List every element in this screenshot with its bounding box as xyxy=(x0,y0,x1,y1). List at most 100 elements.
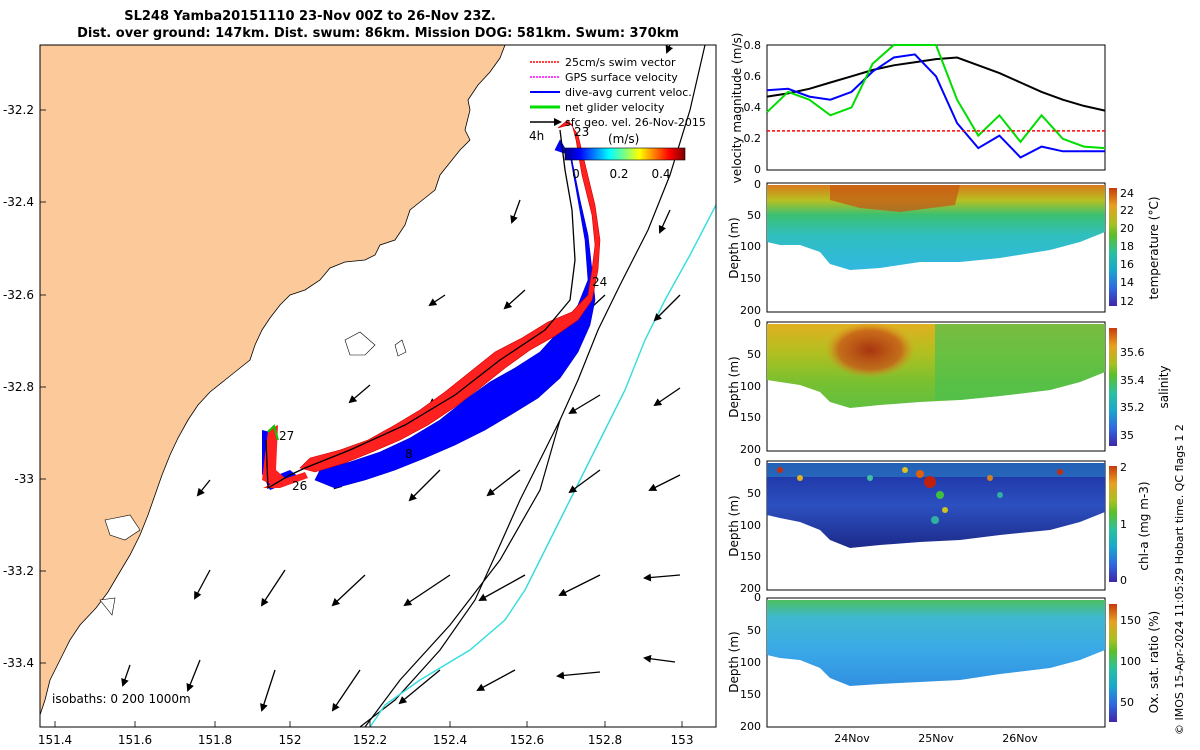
temp-cbar-tick: 16 xyxy=(1120,258,1134,271)
speed-cbar-tick-1: 0.2 xyxy=(609,167,628,181)
map-ytick: -32.4 xyxy=(3,195,34,209)
chl-ytick: 150 xyxy=(740,550,761,563)
temperature-section: 0 50 100 150 200 Depth (m) 24 22 20 18 1… xyxy=(727,178,1161,317)
temp-ytick: 0 xyxy=(754,178,761,191)
title-line2: Dist. over ground: 147km. Dist. swum: 86… xyxy=(77,26,679,41)
track-label-26: 26 xyxy=(292,479,307,493)
legend-geo: sfc geo. vel. 26-Nov-2015 xyxy=(565,116,706,129)
map-xtick: 151.6 xyxy=(118,733,152,747)
map-y-axis xyxy=(40,109,46,664)
time-tick: 26Nov xyxy=(1002,732,1038,745)
legend-dive: dive-avg current veloc. xyxy=(565,86,692,99)
velocity-series-line-1 xyxy=(766,53,1105,159)
chl-ytick: 200 xyxy=(740,582,761,595)
sal-fresh-water xyxy=(935,324,1105,400)
sal-ytick: 50 xyxy=(747,348,761,361)
map-xtick: 151.8 xyxy=(198,733,232,747)
land-coast xyxy=(40,45,506,716)
legend-net: net glider velocity xyxy=(565,101,665,114)
map-xtick: 152.4 xyxy=(433,733,467,747)
chl-ylabel: Depth (m) xyxy=(727,495,741,556)
map-panel: 4h 23 24 27 26 8 isobaths: 0 200 1000m 2… xyxy=(3,44,717,747)
velocity-panel: 0.8 0.6 0.4 0.2 0 velocity magnitude (m/… xyxy=(730,33,1106,184)
map-xtick: 151.4 xyxy=(38,733,72,747)
map-legend: 25cm/s swim vector GPS surface velocity … xyxy=(530,56,706,129)
map-xtick: 152.6 xyxy=(510,733,544,747)
ox-section-fill xyxy=(767,600,1105,686)
ox-ytick: 150 xyxy=(740,688,761,701)
temp-cbar-tick: 12 xyxy=(1120,295,1134,308)
vel-ytick: 0.2 xyxy=(744,132,762,145)
velocity-frame xyxy=(766,44,1106,171)
speed-cbar-tick-0: 0 xyxy=(572,167,580,181)
temp-cbar-tick: 20 xyxy=(1120,222,1134,235)
chl-cbar-tick: 0 xyxy=(1120,574,1127,587)
vel-ytick: 0.4 xyxy=(744,101,762,114)
oxygen-section: 0 50 100 150 200 Depth (m) 50 100 150 Ox… xyxy=(727,591,1161,733)
chl-cbar-label: chl-a (mg m-3) xyxy=(1137,481,1151,570)
velocity-series-line-2 xyxy=(766,44,1106,150)
speed-colorbar xyxy=(564,147,686,161)
ox-cbar-tick: 50 xyxy=(1120,696,1134,709)
velocity-series-line-0 xyxy=(766,56,1106,112)
river-inlets xyxy=(99,514,141,616)
sal-cbar-tick: 35.4 xyxy=(1120,374,1145,387)
ox-colorbar xyxy=(1109,604,1117,722)
temp-ytick: 150 xyxy=(740,272,761,285)
net-glider-velocity-mark xyxy=(267,424,279,441)
map-ytick: -32.2 xyxy=(3,103,34,117)
temp-ylabel: Depth (m) xyxy=(727,217,741,278)
ox-ytick: 0 xyxy=(754,591,761,604)
sal-ytick: 0 xyxy=(754,317,761,330)
velocity-ylabel: velocity magnitude (m/s) xyxy=(730,33,744,184)
map-ytick: -33.4 xyxy=(3,656,34,670)
sal-ytick: 150 xyxy=(740,411,761,424)
copyright-side-text: © IMOS 15-Apr-2024 11:05:29 Hobart time.… xyxy=(1173,424,1186,735)
isobath-label: isobaths: 0 200 1000m xyxy=(52,692,191,706)
chl-peaks xyxy=(777,467,1063,524)
temp-ytick: 50 xyxy=(747,209,761,222)
track-label-4h: 4h xyxy=(529,129,544,143)
chl-ytick: 100 xyxy=(740,519,761,532)
glider-path xyxy=(265,129,576,490)
ox-ytick: 200 xyxy=(740,720,761,733)
chl-colorbar xyxy=(1109,466,1117,582)
chl-cbar-tick: 2 xyxy=(1120,461,1127,474)
sal-cbar-tick: 35.2 xyxy=(1120,401,1145,414)
map-xtick: 153 xyxy=(671,733,694,747)
temp-cbar-label: temperature (°C) xyxy=(1147,197,1161,300)
legend-gps: GPS surface velocity xyxy=(565,71,678,84)
ox-ytick: 100 xyxy=(740,656,761,669)
sal-max-core xyxy=(825,322,915,378)
time-axis: 24Nov 25Nov 26Nov xyxy=(834,732,1038,745)
sal-ytick: 100 xyxy=(740,380,761,393)
map-frame xyxy=(39,44,717,728)
ox-cbar-tick: 150 xyxy=(1120,614,1141,627)
lake-shapes xyxy=(344,331,407,357)
time-tick: 24Nov xyxy=(834,732,870,745)
track-label-24: 24 xyxy=(592,275,607,289)
temp-section-fill xyxy=(767,185,1105,270)
sal-ylabel: Depth (m) xyxy=(727,356,741,417)
sal-colorbar xyxy=(1109,328,1117,446)
chl-section-fill xyxy=(767,463,1105,548)
swim-vector-track xyxy=(299,119,601,473)
track-label-27: 27 xyxy=(279,429,294,443)
track-label-8: 8 xyxy=(405,447,413,461)
ox-cbar-label: Ox. sat. ratio (%) xyxy=(1147,611,1161,713)
temp-cbar-tick: 18 xyxy=(1120,240,1134,253)
vel-ytick: 0.6 xyxy=(744,70,762,83)
chla-section: 0 50 100 150 200 Depth (m) 2 1 0 chl-a (… xyxy=(727,456,1151,595)
sal-cbar-tick: 35.6 xyxy=(1120,346,1145,359)
map-ytick: -32.6 xyxy=(3,288,34,302)
map-xtick: 152 xyxy=(279,733,302,747)
sal-ytick: 200 xyxy=(740,443,761,456)
sal-cbar-label: salinity xyxy=(1157,365,1171,408)
temp-warm-layer xyxy=(830,185,960,212)
map-ytick: -33 xyxy=(14,472,34,486)
velocity-series-group xyxy=(766,44,1106,159)
legend-swim: 25cm/s swim vector xyxy=(565,56,676,69)
ox-cbar-tick: 100 xyxy=(1120,655,1141,668)
chl-surface-layer xyxy=(767,463,1105,477)
